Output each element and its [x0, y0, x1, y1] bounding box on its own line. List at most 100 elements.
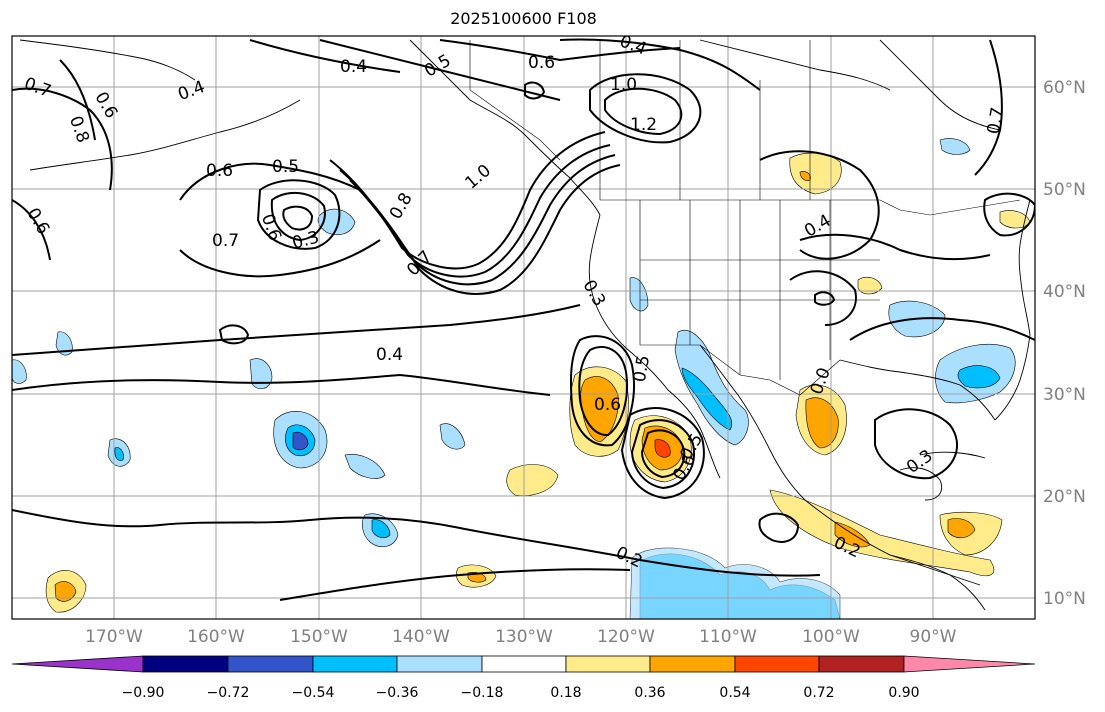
colorbar-segment [227, 655, 314, 673]
shade-positive-central-am-core3 [947, 518, 976, 539]
colorbar-segment [565, 655, 651, 673]
colorbar-tick-label: −0.54 [292, 685, 335, 701]
shade-negative-small6 [439, 423, 466, 450]
colorbar-tick-label: −0.90 [122, 685, 165, 701]
contour-06-west [179, 162, 361, 201]
contour-south-ring [758, 512, 800, 543]
contour-ring-low1 [620, 407, 705, 500]
yucatan [899, 467, 943, 501]
shade-positive-central-am [769, 489, 995, 576]
colorbar-tick-label: 0.90 [888, 685, 919, 701]
contour-07-west [179, 239, 381, 278]
colorbar-segment [734, 655, 820, 673]
contour-east2 [789, 270, 857, 326]
shade-positive-mid-atl [857, 276, 883, 295]
contour-ring-low3 [640, 429, 686, 479]
shade-negative-small3 [55, 331, 73, 356]
map-frame [11, 35, 1036, 620]
contour-east3 [799, 233, 991, 261]
lon-label: 160°W [187, 627, 245, 647]
east-coast [1018, 199, 1031, 336]
lon-label: 110°W [699, 627, 757, 647]
contour-ring-ridge1 [569, 335, 635, 447]
contour-03-south [12, 373, 551, 396]
colorbar-segment [649, 655, 736, 673]
lon-label: 130°W [495, 627, 553, 647]
contour-label: 0.5 [272, 157, 299, 177]
contour-ring-east1 [874, 408, 959, 480]
shade-negative-small4-core [114, 447, 124, 461]
shade-negative-small7 [344, 454, 386, 479]
lat-label: 20°N [1043, 487, 1086, 507]
contour-small-ring3 [814, 291, 836, 306]
contour-02-south-b [279, 568, 631, 601]
lon-label: 150°W [290, 627, 348, 647]
shade-positive-gulf-core [805, 397, 839, 449]
contour-label: 1.2 [630, 115, 657, 135]
florida [994, 334, 1031, 421]
contour-label: 0.4 [376, 345, 403, 365]
colorbar-extend-high [903, 655, 1036, 673]
contour-low-ring3 [282, 205, 314, 231]
shaded-areas [12, 138, 1031, 619]
contour-label: 0.6 [528, 53, 555, 73]
colorbar-tick-label: −0.36 [376, 685, 419, 701]
contour-ring-low2 [630, 419, 695, 490]
colorbar-tick-label: 0.18 [550, 685, 581, 701]
shade-negative-150w-center [292, 431, 309, 451]
contour-trough4 [329, 131, 606, 270]
lat-label: 30°N [1043, 385, 1086, 405]
lat-label: 40°N [1043, 282, 1086, 302]
contour-low-ring1 [256, 179, 341, 250]
shade-negative-small5-core [371, 519, 391, 539]
longitude-axis: 170°W 160°W 150°W 140°W 130°W 120°W 110°… [85, 627, 957, 647]
mexico-west [699, 344, 981, 586]
state-lines [639, 200, 880, 380]
lon-label: 100°W [802, 627, 860, 647]
colorbar-tick-label: 0.72 [803, 685, 834, 701]
aleutians [29, 99, 301, 171]
colorbar-segment [396, 655, 483, 673]
colorbar-tick-label: −0.72 [207, 685, 250, 701]
contour-ne-ring [983, 192, 1035, 237]
contour-west-06 [12, 199, 51, 261]
contour-west-08 [59, 59, 96, 141]
contour-label: 1.0 [610, 75, 637, 95]
colorbar-segment [142, 655, 229, 673]
contour-label: 0.6 [206, 161, 233, 181]
contour-small-ring1 [218, 324, 250, 345]
contour-label: 0.5 [630, 354, 654, 384]
lat-label: 10°N [1043, 589, 1086, 609]
gulf-coast [839, 359, 996, 421]
lon-label: 140°W [392, 627, 450, 647]
us-canada-border [600, 199, 1021, 216]
colorbar-segment [818, 655, 905, 673]
west-coast-na [588, 214, 669, 391]
contour-low-ring2 [270, 191, 326, 242]
shade-negative-baja-dark [681, 367, 733, 431]
contour-06-north [439, 39, 681, 62]
alaska-coast [409, 39, 601, 216]
baja-coast [667, 389, 721, 479]
contour-label: 0.7 [984, 106, 1008, 136]
contour-04-north [249, 39, 401, 73]
lon-label: 170°W [85, 627, 143, 647]
colorbar-tick-label: −0.18 [461, 685, 504, 701]
shade-negative-east3 [939, 138, 971, 155]
lon-label: 90°W [910, 627, 957, 647]
hudson-bay [879, 39, 1001, 131]
shade-negative-small8 [629, 277, 649, 312]
lat-label: 60°N [1043, 78, 1086, 98]
contour-04-main [12, 304, 581, 356]
contour-ring-ridge2 [578, 345, 628, 437]
lat-label: 50°N [1043, 180, 1086, 200]
shade-negative-east2-core [957, 365, 1001, 389]
contour-lines [12, 38, 1035, 601]
contour-west-07 [12, 87, 113, 191]
coastlines [19, 39, 1031, 611]
contour-small-ring2 [524, 81, 546, 100]
contour-east1 [759, 150, 880, 260]
bering-coast [19, 39, 196, 81]
shade-negative-small2 [249, 358, 273, 390]
